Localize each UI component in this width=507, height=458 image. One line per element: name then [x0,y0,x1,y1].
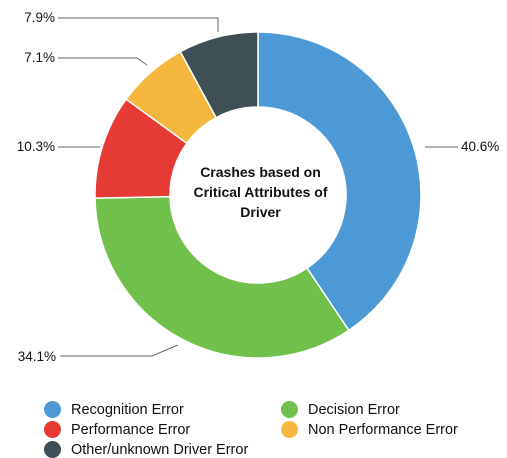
donut-chart: 40.6% 34.1% 10.3% 7.1% 7.9% [17,10,500,364]
chart-legend: Recognition Error Decision Error Perform… [0,398,507,458]
legend-label-recognition-error: Recognition Error [71,401,184,418]
legend-label-decision-error: Decision Error [308,401,400,418]
legend-item-decision-error: Decision Error [281,401,400,418]
data-label-other-unknown-driver-error: 7.9% [24,10,55,25]
legend-item-recognition-error: Recognition Error [44,401,184,418]
slice-recognition-error [257,31,422,332]
chart-title-line-2: Critical Attributes of [193,184,328,200]
chart-center-title: Crashes based on Critical Attributes of … [178,162,343,222]
legend-swatch-decision-error [281,401,298,418]
legend-swatch-other-unknown-driver-error [44,441,61,458]
legend-label-non-performance-error: Non Performance Error [308,421,458,438]
slice-decision-error [94,195,350,359]
legend-swatch-non-performance-error [281,421,298,438]
slice-other-unknown-driver-error [179,31,259,119]
legend-item-performance-error: Performance Error [44,421,190,438]
data-label-recognition-error: 40.6% [461,139,499,154]
leader-line-non-performance-error [58,57,148,66]
legend-item-non-performance-error: Non Performance Error [281,421,458,438]
legend-swatch-performance-error [44,421,61,438]
chart-title-line-3: Driver [240,204,281,220]
data-label-performance-error: 10.3% [17,139,55,154]
leader-line-decision-error [60,344,179,357]
legend-swatch-recognition-error [44,401,61,418]
legend-item-other-unknown-driver-error: Other/unknown Driver Error [44,441,248,458]
data-label-decision-error: 34.1% [18,349,56,364]
data-label-non-performance-error: 7.1% [24,50,55,65]
chart-title-line-1: Crashes based on [200,164,321,180]
legend-label-other-unknown-driver-error: Other/unknown Driver Error [71,441,249,458]
leader-line-other-unknown-driver-error [58,17,219,32]
legend-label-performance-error: Performance Error [71,421,191,438]
